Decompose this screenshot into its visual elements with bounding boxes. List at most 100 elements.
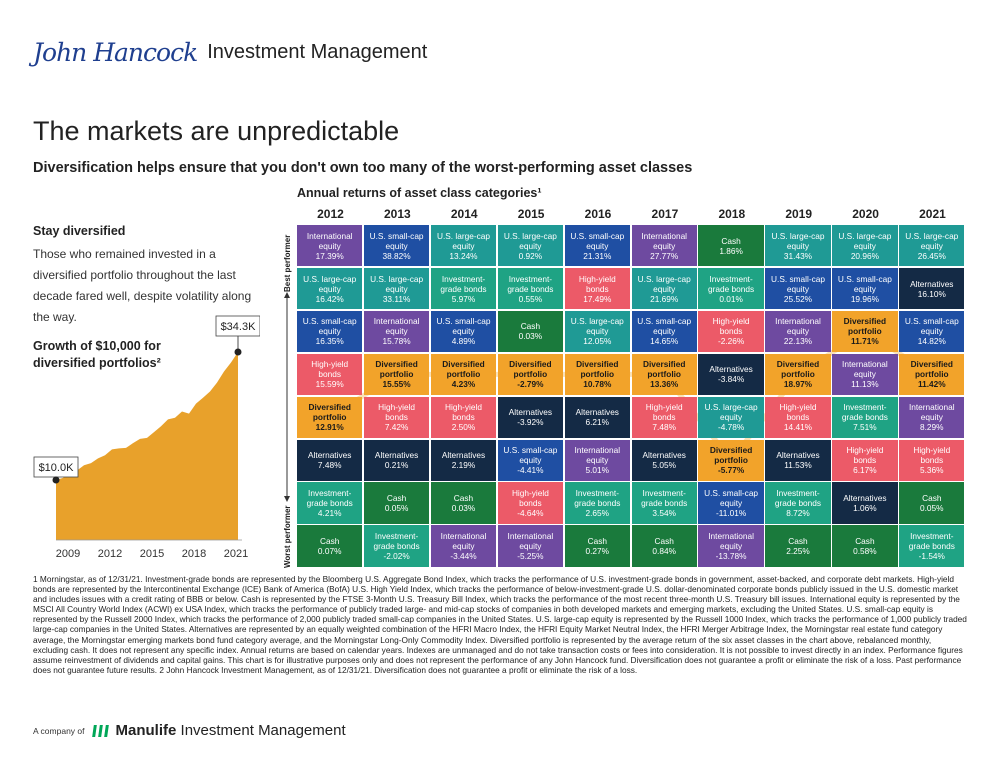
- growth-x-tick: 2012: [98, 548, 122, 560]
- cell-label: U.S. small-cap equity: [704, 488, 759, 509]
- growth-start-label: $10.0K: [39, 462, 75, 474]
- growth-x-tick: 2021: [224, 548, 248, 560]
- return-cell-ig: Investment- grade bonds 0.01%: [698, 267, 764, 310]
- return-cell-div: Diversified portfolio 4.23%: [430, 353, 497, 396]
- return-cell-cash: Cash 0.03%: [497, 310, 564, 353]
- cell-value: 17.39%: [315, 250, 344, 261]
- cell-label: U.S. small-cap equity: [637, 316, 692, 337]
- cell-value: -5.25%: [517, 550, 544, 561]
- year-label: 2021: [919, 207, 946, 221]
- return-cell-alt: Alternatives 11.53%: [765, 439, 831, 481]
- year-label: 2017: [651, 207, 679, 221]
- year-header-row: 2012 2013 2014 2015 2016 2017 2018 2019 2020 2021: [297, 207, 966, 221]
- return-cell-cash: Cash 0.84%: [631, 525, 697, 567]
- manulife-logo-icon: [91, 724, 109, 737]
- cell-label: Cash: [453, 493, 474, 504]
- return-cell-usl: U.S. large-cap equity 33.11%: [363, 267, 430, 310]
- cell-label: Cash: [922, 493, 942, 504]
- return-cell-intl: International equity 8.29%: [899, 396, 965, 438]
- cell-label: U.S. small-cap equity: [369, 230, 424, 251]
- return-cell-hy: High-yield bonds 5.36%: [899, 439, 965, 481]
- cell-label: High-yield bonds: [913, 445, 951, 466]
- return-cell-uss: U.S. small-cap equity 38.82%: [363, 225, 430, 267]
- year-label: 2018: [718, 207, 746, 221]
- cell-label: High-yield bonds: [378, 402, 416, 423]
- logo-signature: John Hancock: [33, 38, 198, 67]
- return-cell-hy: High-yield bonds -4.64%: [497, 482, 564, 524]
- growth-x-tick: 2018: [182, 548, 206, 560]
- cell-label: Alternatives: [374, 450, 419, 461]
- cell-value: 22.13%: [783, 336, 813, 347]
- cell-value: 33.11%: [382, 293, 411, 304]
- return-cell-hy: High-yield bonds -2.26%: [698, 310, 764, 353]
- cell-value: 16.10%: [917, 288, 946, 299]
- cell-value: 7.48%: [317, 460, 342, 471]
- cell-label: Cash: [386, 493, 407, 504]
- cell-label: High-yield bonds: [779, 402, 817, 423]
- performance-arrow-icon: [284, 292, 290, 502]
- cell-label: International equity: [440, 530, 487, 551]
- return-cell-intl: International equity 5.01%: [564, 439, 630, 481]
- cell-value: 14.41%: [783, 422, 813, 433]
- cell-value: 0.03%: [451, 503, 476, 514]
- cell-value: -3.92%: [517, 417, 544, 428]
- returns-grid: International equity 17.39% U.S. large-cap…: [297, 225, 966, 568]
- cell-value: -1.54%: [918, 550, 945, 561]
- cell-value: 15.59%: [315, 379, 344, 390]
- cell-value: 0.92%: [518, 250, 543, 261]
- cell-value: -4.78%: [717, 422, 745, 433]
- return-cell-cash: Cash 1.86%: [698, 225, 764, 267]
- cell-value: 13.36%: [650, 379, 679, 390]
- cell-value: 26.45%: [917, 250, 946, 261]
- cell-label: Cash: [520, 321, 541, 332]
- return-cell-uss: U.S. small-cap equity 21.31%: [564, 225, 630, 267]
- cell-label: Diversified portfolio: [910, 359, 953, 380]
- return-cell-intl: International equity 11.13%: [832, 353, 898, 396]
- return-cell-uss: U.S. small-cap equity -4.41%: [497, 439, 564, 481]
- return-cell-ig: Investment- grade bonds 8.72%: [765, 482, 831, 524]
- return-cell-usl: U.S. large-cap equity 21.69%: [631, 267, 697, 310]
- cell-label: Investment- grade bonds: [574, 488, 621, 509]
- cell-value: 7.51%: [853, 422, 877, 433]
- cell-value: 0.21%: [384, 460, 409, 471]
- footnote: 1 Morningstar, as of 12/31/21. Investmen…: [33, 574, 967, 675]
- cell-value: -4.64%: [517, 508, 544, 519]
- cell-value: 5.05%: [652, 460, 676, 471]
- cell-value: 4.23%: [451, 379, 476, 390]
- cell-label: U.S. small-cap equity: [904, 316, 959, 337]
- cell-label: U.S. small-cap equity: [771, 273, 825, 294]
- return-cell-ig: Investment- grade bonds -1.54%: [899, 525, 965, 567]
- cell-label: International equity: [842, 359, 888, 380]
- cell-value: 0.58%: [853, 545, 877, 556]
- cell-value: 0.03%: [518, 331, 543, 342]
- cell-label: Cash: [587, 535, 607, 546]
- cell-label: High-yield bonds: [511, 488, 549, 509]
- cell-label: Investment- grade bonds: [708, 273, 755, 294]
- return-cell-alt: Alternatives 7.48%: [297, 439, 363, 481]
- cell-value: -13.78%: [715, 550, 747, 561]
- return-cell-usl: U.S. large-cap equity 31.43%: [765, 225, 831, 267]
- cell-value: 15.78%: [382, 336, 411, 347]
- return-cell-hy: High-yield bonds 2.50%: [430, 396, 497, 438]
- cell-value: 8.72%: [786, 508, 810, 519]
- cell-label: Diversified portfolio: [308, 402, 351, 423]
- return-cell-hy: High-yield bonds 7.42%: [363, 396, 430, 438]
- cell-label: U.S. large-cap equity: [370, 273, 424, 294]
- cell-label: Investment- grade bonds: [507, 273, 554, 294]
- return-cell-usl: U.S. large-cap equity 13.24%: [430, 225, 497, 267]
- return-cell-alt: Alternatives 2.19%: [430, 439, 497, 481]
- cell-value: 4.89%: [451, 336, 476, 347]
- cell-label: U.S. large-cap equity: [704, 402, 758, 423]
- cell-label: Diversified portfolio: [843, 316, 887, 337]
- return-cell-alt: Alternatives 16.10%: [899, 267, 965, 310]
- return-cell-cash: Cash 0.27%: [564, 525, 630, 567]
- return-cell-usl: U.S. large-cap equity 26.45%: [899, 225, 965, 267]
- cell-value: 8.29%: [920, 422, 944, 433]
- grid-title: Annual returns of asset class categories…: [297, 186, 542, 200]
- cell-value: 18.97%: [783, 379, 813, 390]
- cell-value: 11.53%: [784, 460, 812, 471]
- cell-value: 0.27%: [585, 545, 610, 556]
- return-cell-div: Diversified portfolio 15.55%: [363, 353, 430, 396]
- return-cell-cash: Cash 0.05%: [363, 482, 430, 524]
- cell-value: 5.36%: [920, 465, 944, 476]
